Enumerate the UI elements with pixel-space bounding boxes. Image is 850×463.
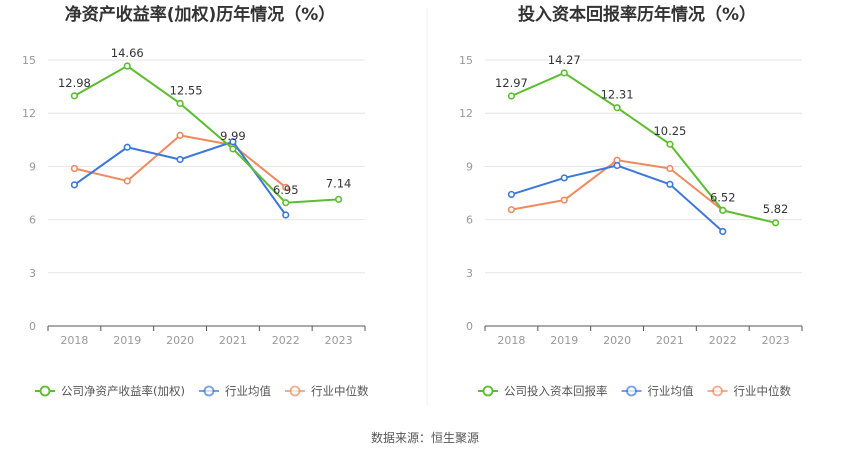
chart-2-average-point[interactable] — [507, 190, 516, 199]
chart-1-legend-company-label[interactable]: 公司净资产收益率(加权) — [61, 384, 185, 398]
chart-2-y-tick: 3 — [466, 267, 473, 280]
chart-1-y-tick: 9 — [29, 160, 36, 173]
chart-1-company-point[interactable] — [123, 62, 131, 70]
chart-1-median-point[interactable] — [176, 131, 184, 139]
chart-1-average-point[interactable] — [70, 181, 79, 189]
chart-2-company-point[interactable] — [666, 140, 674, 148]
chart-2-data-label: 5.82 — [763, 202, 789, 216]
chart-1-x-tick: 2023 — [325, 334, 353, 347]
chart-2-company-point[interactable] — [613, 104, 621, 112]
chart-1-x-tick: 2019 — [113, 334, 141, 347]
chart-2-company-point[interactable] — [507, 92, 516, 100]
chart-2-median-point[interactable] — [560, 196, 568, 204]
chart-2-y-tick: 12 — [459, 107, 473, 120]
chart-1-median-point[interactable] — [282, 183, 290, 191]
chart-1-x-tick: 2018 — [60, 334, 88, 347]
chart-2-legend-company-marker[interactable] — [482, 385, 494, 397]
chart-2-legend-company-label[interactable]: 公司投入资本回报率 — [504, 384, 608, 398]
chart-2-data-label: 14.27 — [548, 53, 581, 67]
chart-1-data-label: 9.99 — [220, 129, 246, 143]
chart-1-company-point[interactable] — [334, 195, 343, 203]
chart-1-legend-average-marker[interactable] — [203, 385, 215, 397]
chart-2-legend-median-marker[interactable] — [712, 385, 723, 397]
chart-1-legend-median-marker[interactable] — [289, 385, 301, 397]
chart-2-y-tick: 15 — [459, 54, 473, 67]
chart-1-legend-median-label[interactable]: 行业中位数 — [311, 384, 369, 398]
chart-1-legend-average-label[interactable]: 行业均值 — [225, 384, 271, 398]
chart-1-average-point[interactable] — [229, 138, 237, 146]
chart-1-x-tick: 2021 — [219, 334, 247, 347]
chart-1-data-label: 14.66 — [111, 46, 144, 60]
chart-1-y-tick: 6 — [29, 214, 36, 227]
chart-1-median-point[interactable] — [70, 164, 79, 173]
chart-2-legend-median-label[interactable]: 行业中位数 — [734, 384, 792, 398]
chart-1-company-point[interactable] — [70, 92, 79, 100]
chart-2-average-point[interactable] — [666, 180, 674, 188]
chart-2-average-line — [511, 164, 724, 233]
chart-2-company-point[interactable] — [771, 219, 780, 227]
source-note: 数据来源：恒生聚源 — [371, 430, 479, 445]
chart-2-legend-average-label[interactable]: 行业均值 — [648, 384, 694, 398]
chart-2-data-label: 12.31 — [601, 88, 634, 102]
chart-2-average-point[interactable] — [613, 161, 621, 170]
chart-2-median-point[interactable] — [666, 164, 674, 173]
chart-1-y-tick: 0 — [29, 320, 36, 333]
chart-2-y-tick: 0 — [466, 320, 473, 333]
chart-2-x-tick: 2018 — [497, 334, 525, 347]
chart-1-y-tick: 15 — [22, 54, 36, 67]
chart-1-title: 净资产收益率(加权)历年情况（%） — [65, 4, 336, 25]
chart-2-y-tick: 6 — [466, 214, 473, 227]
chart-1-company-point[interactable] — [176, 99, 184, 108]
chart-1-x-tick: 2020 — [166, 334, 194, 347]
chart-2-x-tick: 2020 — [603, 334, 631, 347]
chart-1-company-point[interactable] — [282, 199, 290, 207]
chart-1-x-tick: 2022 — [272, 334, 300, 347]
chart-1-average-point[interactable] — [282, 211, 290, 219]
chart-2-y-tick: 9 — [466, 160, 473, 173]
chart-2-average-point[interactable] — [560, 174, 568, 182]
chart-2-x-tick: 2023 — [762, 334, 790, 347]
chart-1-y-tick: 12 — [22, 107, 36, 120]
chart-1-median-point[interactable] — [123, 177, 131, 185]
chart-1-data-label: 12.55 — [170, 83, 203, 97]
chart-2-data-label: 10.25 — [653, 124, 686, 138]
chart-1-data-label: 7.14 — [326, 176, 352, 190]
chart-1-data-label: 12.98 — [58, 76, 91, 90]
chart-2-legend-average-marker[interactable] — [626, 385, 637, 397]
chart-1-average-point[interactable] — [176, 155, 184, 164]
chart-1-company-line — [73, 65, 339, 204]
chart-2-company-point[interactable] — [560, 69, 568, 77]
chart-1-company-point[interactable] — [229, 145, 237, 153]
chart-2-data-label: 6.52 — [710, 190, 736, 204]
chart-2-x-tick: 2019 — [550, 334, 578, 347]
chart-1-average-line — [73, 140, 287, 216]
chart-1-average-point[interactable] — [123, 143, 131, 151]
chart-2-x-tick: 2022 — [709, 334, 737, 347]
chart-2-data-label: 12.97 — [495, 76, 528, 90]
chart-1-y-tick: 3 — [29, 267, 36, 280]
chart-2-median-point[interactable] — [507, 206, 516, 214]
chart-1-legend-company-marker[interactable] — [39, 385, 51, 397]
chart-2-average-point[interactable] — [719, 227, 727, 236]
chart-2-company-point[interactable] — [719, 206, 727, 214]
chart-1-data-label: 6.95 — [273, 183, 299, 197]
chart-2-title: 投入资本回报率历年情况（%） — [518, 4, 756, 25]
chart-2-company-line — [511, 71, 776, 224]
chart-2-x-tick: 2021 — [656, 334, 684, 347]
